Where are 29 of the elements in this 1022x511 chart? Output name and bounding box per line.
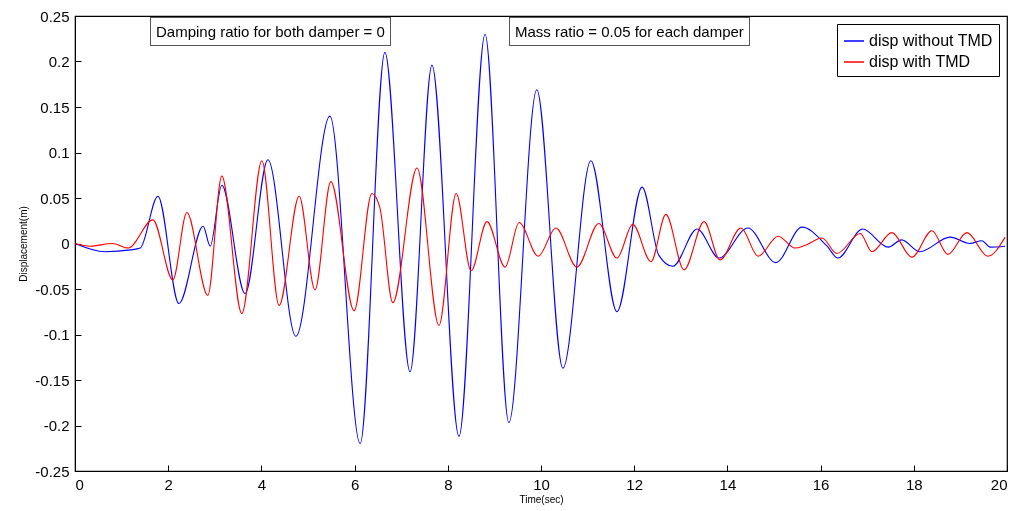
x-tick-label: 16 bbox=[812, 475, 830, 493]
x-tick-label: 6 bbox=[350, 475, 360, 493]
y-tick-label: 0.15 bbox=[40, 98, 70, 116]
y-tick-label: -0.15 bbox=[35, 371, 70, 389]
x-tick-label: 12 bbox=[626, 475, 644, 493]
x-tick-label: 4 bbox=[257, 475, 267, 493]
x-tick-label: 18 bbox=[905, 475, 923, 493]
y-tick-label: -0.2 bbox=[43, 417, 70, 434]
y-tick-label: -0.25 bbox=[35, 462, 70, 480]
legend-label: disp with TMD bbox=[869, 53, 971, 70]
y-tick-label: -0.1 bbox=[43, 326, 70, 343]
y-tick-label: 0 bbox=[61, 235, 70, 252]
y-axis-title: Displacement(m) bbox=[18, 206, 30, 282]
x-tick-label: 10 bbox=[533, 475, 550, 493]
y-tick-label: 0.2 bbox=[48, 53, 70, 70]
y-tick-label: -0.05 bbox=[35, 280, 70, 298]
x-tick-label: 0 bbox=[75, 475, 84, 493]
x-tick-label: 14 bbox=[719, 475, 737, 493]
x-axis-title: Time(sec) bbox=[519, 493, 564, 505]
line-series bbox=[74, 160, 1006, 326]
x-tick-label: 20 bbox=[990, 475, 1008, 493]
legend-label: disp without TMD bbox=[869, 32, 993, 49]
x-tick-label: 2 bbox=[164, 475, 173, 493]
annotation: Damping ratio for both damper = 0 bbox=[150, 17, 391, 46]
y-tick-label: 0.05 bbox=[40, 189, 70, 207]
y-tick-label: 0.25 bbox=[40, 7, 70, 25]
x-tick-label: 8 bbox=[444, 475, 453, 493]
annotation: Mass ratio = 0.05 for each damper bbox=[509, 17, 750, 46]
y-tick-label: 0.1 bbox=[48, 144, 70, 161]
